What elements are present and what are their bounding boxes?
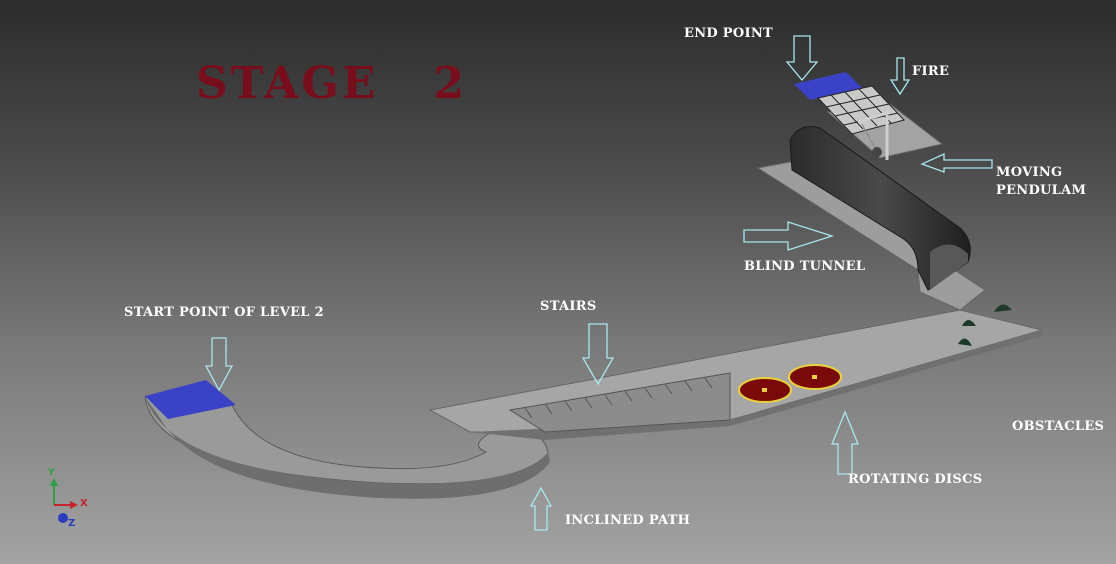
arrow-moving-pendulam <box>920 152 993 173</box>
axis-triad <box>50 478 78 523</box>
obstacle-2 <box>962 320 976 326</box>
arrow-inclined-path <box>529 486 553 531</box>
stairs-side <box>470 330 1042 440</box>
label-stairs: STAIRS <box>540 299 597 314</box>
obstacle-1 <box>994 304 1012 312</box>
obstacle-3 <box>958 338 972 346</box>
label-rotating-discs: ROTATING DISCS <box>848 472 983 487</box>
end-marker <box>794 72 862 100</box>
arrow-end-point <box>785 35 819 82</box>
axis-label-y: Y <box>48 468 55 478</box>
label-inclined-path: INCLINED PATH <box>565 513 691 528</box>
start-marker <box>145 380 236 419</box>
stair-steps <box>508 372 731 433</box>
arrow-fire <box>889 57 911 96</box>
axis-label-z: Z <box>68 518 76 529</box>
moving-pendulam <box>857 110 891 160</box>
blind-tunnel <box>789 126 971 291</box>
label-moving-pendulam: MOVING PENDULAM <box>996 165 1087 198</box>
stage-title: STAGE 2 <box>196 58 467 109</box>
label-obstacles: OBSTACLES <box>1012 419 1105 434</box>
annotation-arrows <box>204 35 993 531</box>
tunnel-opening <box>930 244 968 290</box>
inclined-path-side <box>145 397 550 499</box>
arrow-rotating-discs <box>831 410 859 475</box>
label-fire: FIRE <box>912 64 950 79</box>
arrow-start-point <box>204 337 234 392</box>
label-blind-tunnel: BLIND TUNNEL <box>744 259 866 274</box>
axis-label-x: X <box>80 498 89 509</box>
arrow-stairs <box>581 323 615 386</box>
label-end-point: END POINT <box>684 26 774 41</box>
label-start-point: START POINT OF LEVEL 2 <box>124 305 324 320</box>
arrow-blind-tunnel <box>743 221 835 251</box>
